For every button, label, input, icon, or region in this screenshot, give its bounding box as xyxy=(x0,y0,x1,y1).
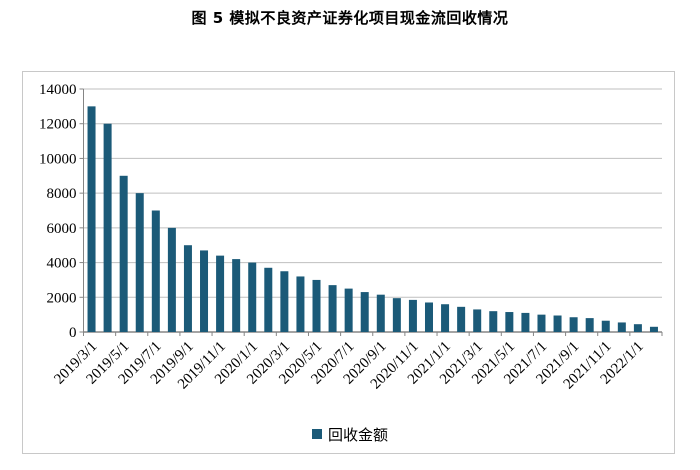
y-tick-label: 12000 xyxy=(39,117,77,133)
bar xyxy=(200,250,209,332)
bar xyxy=(264,267,273,332)
bar xyxy=(585,318,594,332)
bar xyxy=(601,320,610,332)
bar xyxy=(376,294,385,332)
y-tick-label: 14000 xyxy=(39,82,77,98)
bar xyxy=(103,123,112,332)
y-tick-label: 8000 xyxy=(47,186,77,202)
bar xyxy=(649,326,658,332)
bar xyxy=(424,302,433,332)
bar xyxy=(569,317,578,332)
bar xyxy=(457,306,466,332)
bar xyxy=(553,315,562,332)
bar xyxy=(119,175,128,332)
y-tick-label: 0 xyxy=(69,325,77,341)
bar xyxy=(473,309,482,332)
bar xyxy=(280,271,289,332)
bar xyxy=(521,312,530,332)
y-tick-label: 4000 xyxy=(47,256,77,272)
legend: 回收金额 xyxy=(0,424,700,444)
bar xyxy=(248,262,257,332)
bar xyxy=(441,304,450,332)
bar xyxy=(167,227,176,332)
bar xyxy=(87,106,96,332)
bar xyxy=(328,285,337,332)
bar xyxy=(296,276,305,332)
y-tick-label: 10000 xyxy=(39,151,77,167)
chart-title: 图 5 模拟不良资产证券化项目现金流回收情况 xyxy=(191,9,509,27)
bar xyxy=(135,193,144,332)
bar xyxy=(312,279,321,332)
bar xyxy=(216,255,225,332)
bar xyxy=(344,288,353,332)
y-tick-label: 2000 xyxy=(47,290,77,306)
bar xyxy=(617,322,626,332)
bar xyxy=(232,259,241,332)
bar xyxy=(489,311,498,332)
bar xyxy=(183,245,192,332)
bar xyxy=(392,298,401,332)
bar xyxy=(151,210,160,332)
y-tick-label: 6000 xyxy=(47,221,77,237)
bar xyxy=(408,299,417,332)
legend-label: 回收金额 xyxy=(327,427,388,444)
bar xyxy=(360,292,369,332)
bar xyxy=(505,312,514,332)
bar xyxy=(537,314,546,332)
bar xyxy=(633,324,642,332)
legend-swatch xyxy=(311,429,322,439)
